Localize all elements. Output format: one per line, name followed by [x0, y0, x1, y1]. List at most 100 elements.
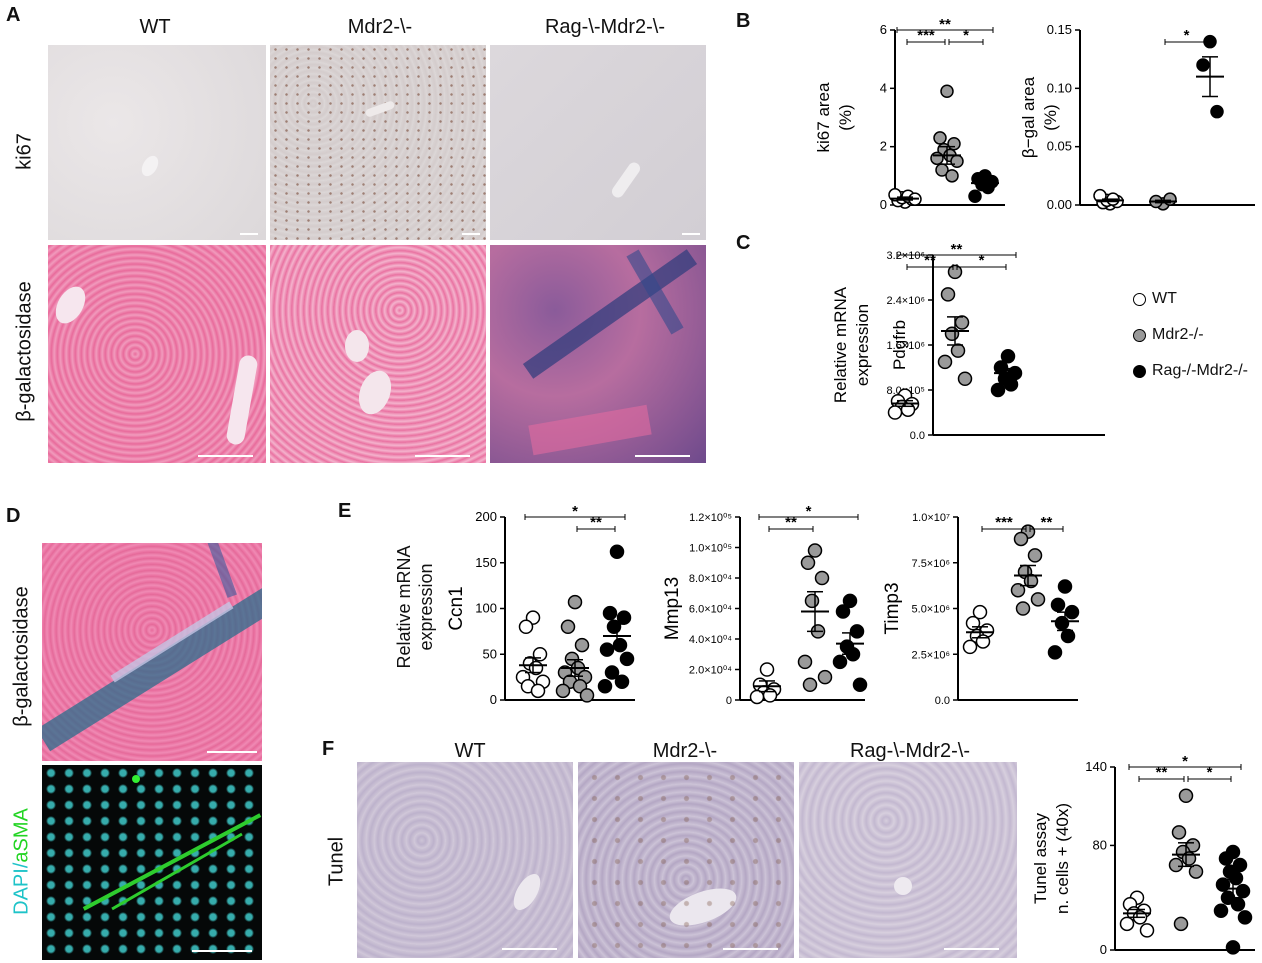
y-tick-label: 0.10 [1047, 80, 1072, 95]
data-point [606, 619, 622, 635]
panel-a-row-ki67: ki67 [13, 133, 36, 170]
y-axis-label: n. cells + (40x) [1053, 803, 1072, 914]
panel-a-letter: A [6, 4, 21, 26]
data-point [957, 371, 973, 386]
data-point [990, 382, 1006, 398]
data-point [1047, 645, 1063, 660]
data-point [832, 654, 848, 670]
y-tick-label: 0 [726, 695, 732, 707]
data-point [1237, 910, 1253, 925]
y-tick-label: 2.5×10⁶ [912, 649, 950, 661]
sig-label: * [1207, 764, 1213, 781]
data-point [945, 169, 959, 183]
sig-label: * [572, 505, 578, 520]
y-tick-label: 0 [490, 692, 497, 707]
data-point [1013, 531, 1029, 547]
micrograph-bgal-wt [48, 245, 266, 463]
data-point [599, 642, 615, 657]
data-point [1139, 923, 1155, 938]
data-point [560, 619, 576, 635]
y-tick-label: 1.0×10⁷ [912, 512, 950, 524]
y-axis-label: (%) [836, 104, 855, 130]
data-point [1225, 940, 1241, 955]
data-point [947, 264, 963, 280]
data-point [887, 405, 903, 420]
data-point [1050, 597, 1066, 613]
y-tick-label: 2.0×10⁰⁴ [689, 665, 732, 677]
panel-d-row-dapi: DAPI/aSMA [11, 802, 34, 922]
micrograph-d-bgal [42, 543, 262, 761]
data-point [975, 634, 991, 649]
data-point [1210, 104, 1224, 119]
data-point [930, 151, 944, 166]
legend-rag-marker [1133, 364, 1146, 378]
micrograph-tunel-wt [357, 762, 573, 958]
micrograph-d-dapi [42, 765, 262, 960]
data-point [900, 402, 916, 417]
y-tick-label: 2 [880, 139, 887, 154]
micrograph-ki67-wt [48, 45, 266, 240]
data-point [1218, 851, 1234, 866]
y-tick-label: 1.6×10⁶ [887, 340, 925, 352]
sig-label: *** [917, 27, 935, 44]
data-point [1003, 377, 1019, 392]
y-tick-label: 140 [1085, 759, 1107, 774]
data-point [1010, 582, 1026, 598]
data-point [972, 604, 988, 620]
panel-d-letter: D [6, 505, 21, 527]
y-axis-label: Relative mRNA [831, 286, 850, 403]
data-point [1173, 916, 1189, 932]
data-point [604, 665, 620, 680]
sig-label: * [979, 252, 985, 269]
panel-f-col-wt: WT [454, 740, 486, 762]
y-tick-label: 0.15 [1047, 22, 1072, 37]
micrograph-tunel-mdr2 [578, 762, 794, 958]
chart-pdgfrb: 0.08.0×10⁵1.6×10⁶2.4×10⁶3.2×10⁶Relative … [831, 241, 1105, 442]
data-point [530, 683, 546, 699]
panel-c-letter: C [736, 232, 751, 254]
data-point [950, 343, 966, 358]
panel-e-ylabel-line2: expression [416, 563, 436, 651]
data-point [1168, 857, 1184, 873]
data-point [954, 315, 970, 330]
data-point [968, 189, 982, 203]
data-point [619, 651, 635, 667]
sig-label: ** [590, 514, 602, 531]
data-point [555, 683, 571, 699]
panel-e-ylabel: Relative mRNA expression [393, 537, 437, 677]
data-point [800, 555, 816, 570]
data-point [807, 543, 823, 558]
micrograph-bgal-rag [490, 245, 706, 463]
sig-label: ** [1156, 764, 1168, 781]
data-point [612, 637, 628, 653]
data-point [802, 677, 818, 692]
y-axis-label: expression [853, 304, 872, 386]
chart-bgal: 0.00 0.05 0.10 0.15 β−gal area (%) * [1020, 22, 1255, 212]
data-point [965, 615, 981, 631]
y-tick-label: 3.2×10⁶ [887, 250, 925, 262]
data-point [797, 654, 813, 670]
y-tick-label: 8.0×10⁰⁴ [689, 573, 732, 585]
data-point [749, 689, 765, 705]
micrograph-bgal-mdr2 [270, 245, 486, 463]
data-point [1027, 548, 1043, 563]
y-tick-label: 0 [1100, 942, 1107, 957]
panel-a-col-mdr2: Mdr2-\- [347, 16, 413, 38]
micrograph-ki67-rag [490, 45, 706, 240]
data-point [567, 594, 583, 610]
data-point [579, 688, 595, 703]
y-axis-label: β−gal area [1020, 76, 1038, 158]
legend-rag: Rag-/-Mdr2-/- [1133, 362, 1248, 380]
y-tick-label: 100 [475, 601, 497, 616]
data-point [1213, 903, 1229, 919]
y-axis-label: (%) [1041, 104, 1060, 130]
sig-label: * [1184, 27, 1190, 44]
sig-label: ** [951, 241, 963, 258]
y-tick-label: 0.05 [1047, 139, 1072, 154]
data-point [940, 287, 956, 302]
sig-label: ** [1041, 514, 1053, 531]
micrograph-ki67-mdr2 [270, 45, 486, 240]
y-axis-label: Timp3 [882, 582, 903, 634]
